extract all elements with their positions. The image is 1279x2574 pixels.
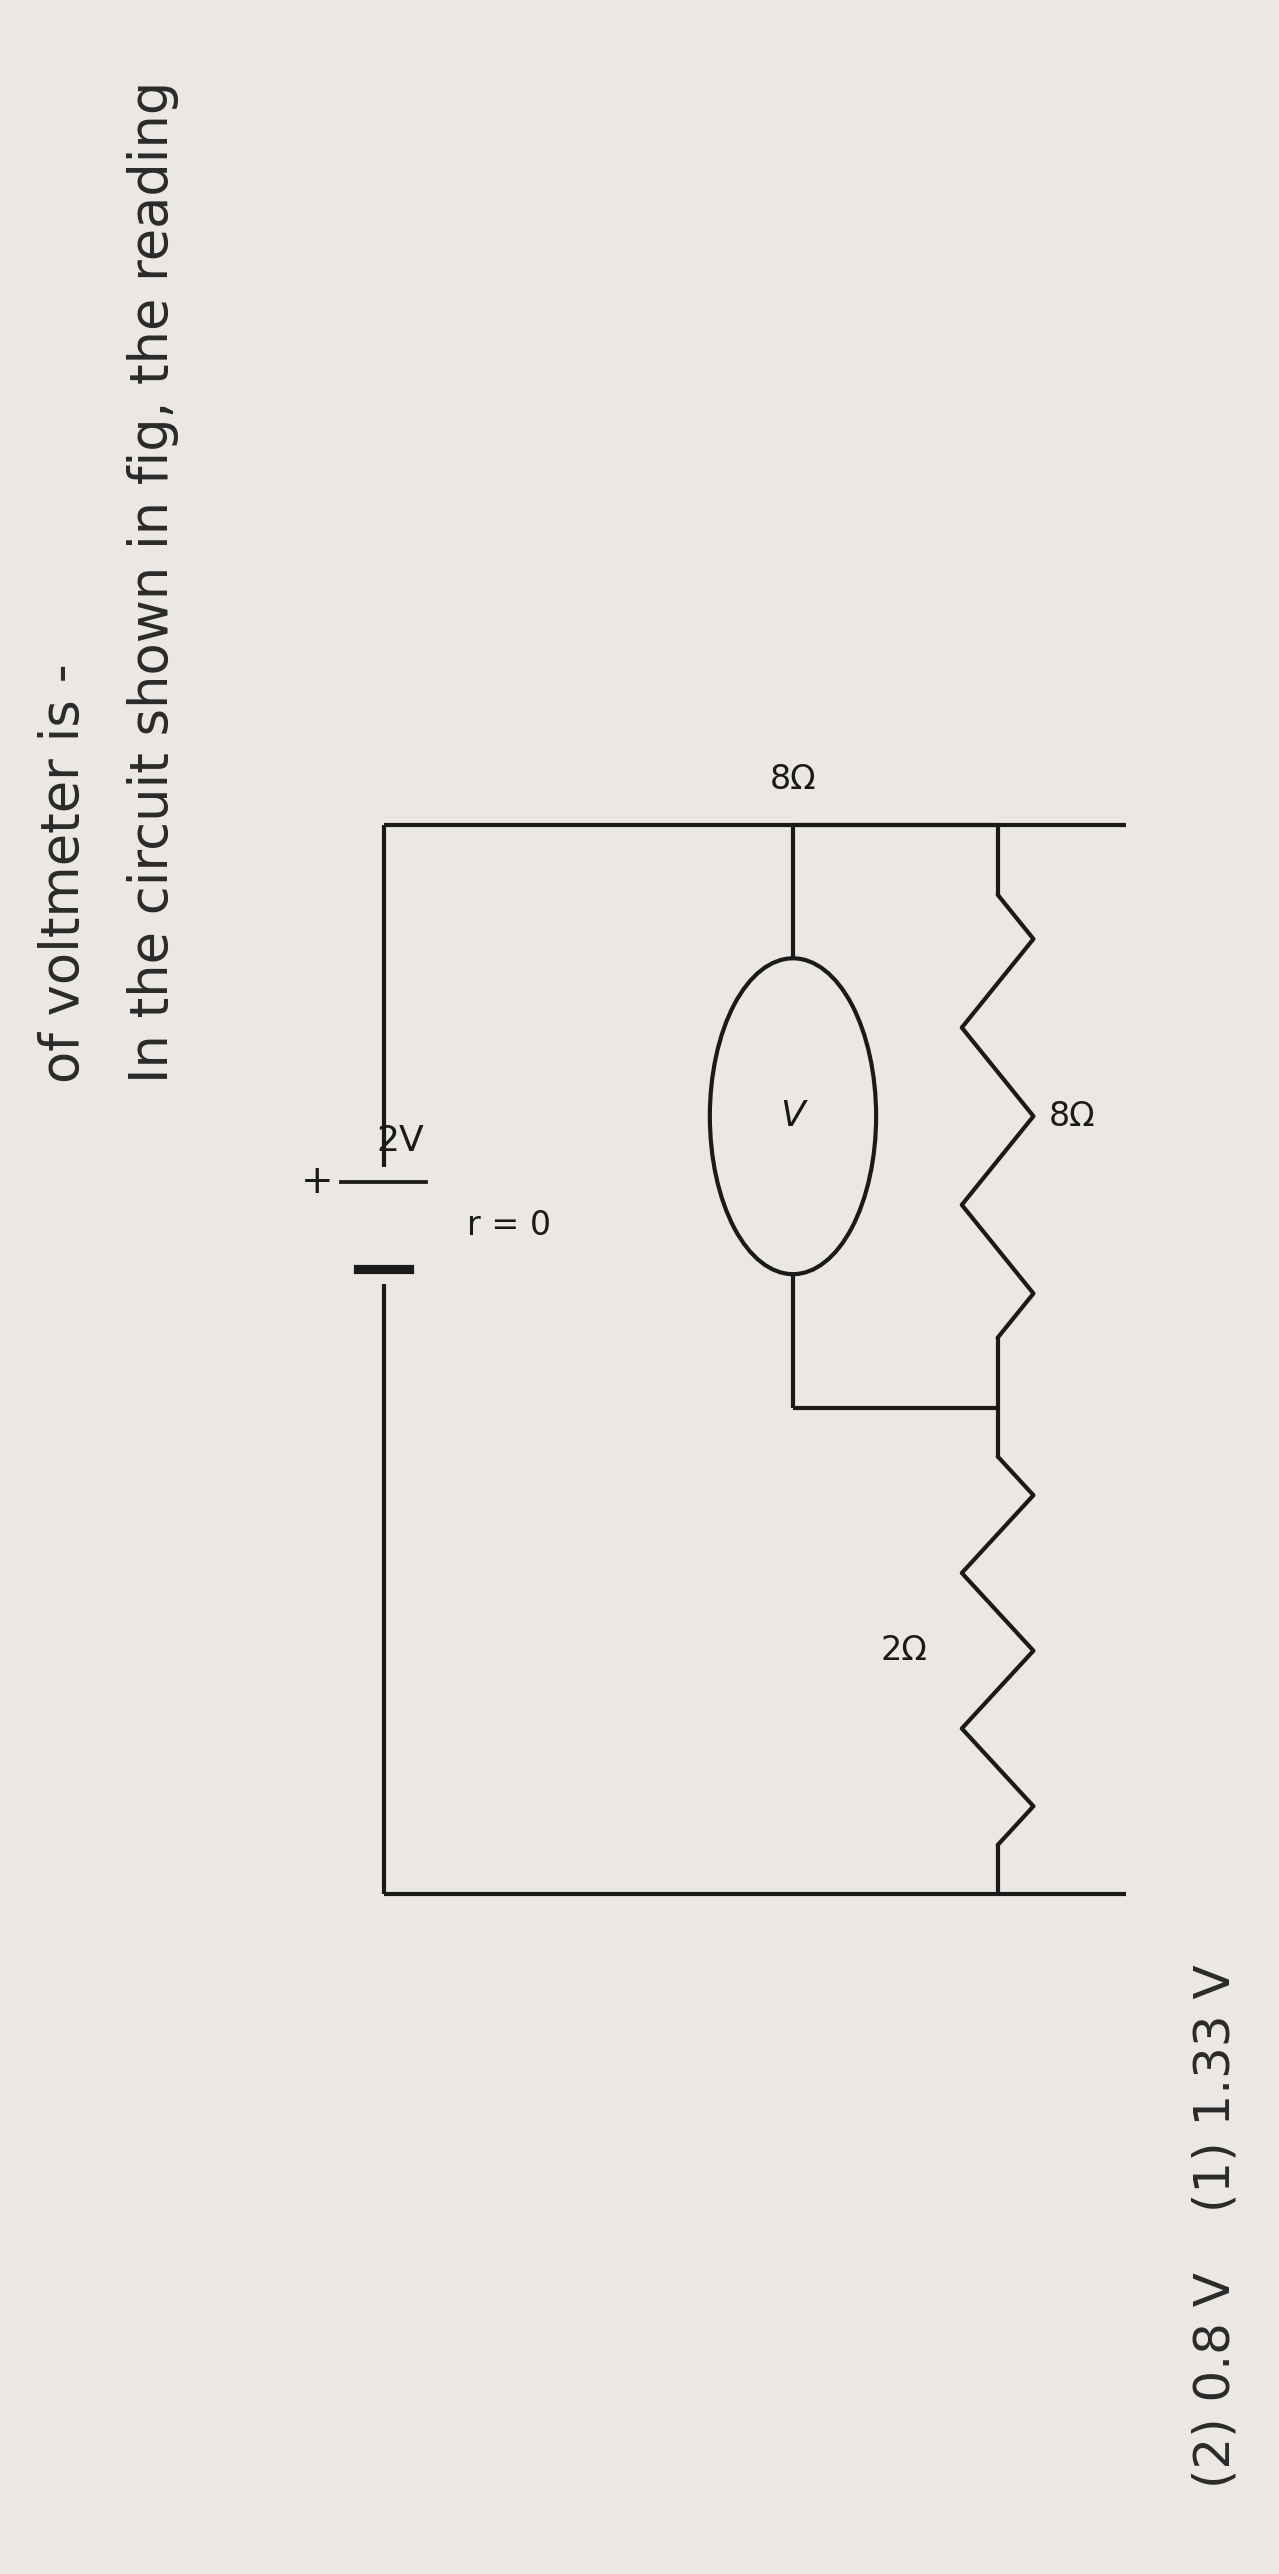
Text: 8Ω: 8Ω: [1049, 1099, 1095, 1133]
Text: 2Ω: 2Ω: [880, 1634, 927, 1668]
Text: (1) 1.33 V: (1) 1.33 V: [1191, 1964, 1239, 2211]
Text: of voltmeter is -: of voltmeter is -: [38, 664, 90, 1084]
Text: (2) 0.8 V: (2) 0.8 V: [1191, 2273, 1239, 2486]
Text: 2V: 2V: [376, 1122, 423, 1158]
Text: V: V: [780, 1099, 806, 1133]
Text: In the circuit shown in fig, the reading: In the circuit shown in fig, the reading: [128, 80, 179, 1084]
Text: 8Ω: 8Ω: [770, 762, 816, 795]
Text: r = 0: r = 0: [467, 1210, 551, 1243]
Text: +: +: [301, 1163, 334, 1202]
